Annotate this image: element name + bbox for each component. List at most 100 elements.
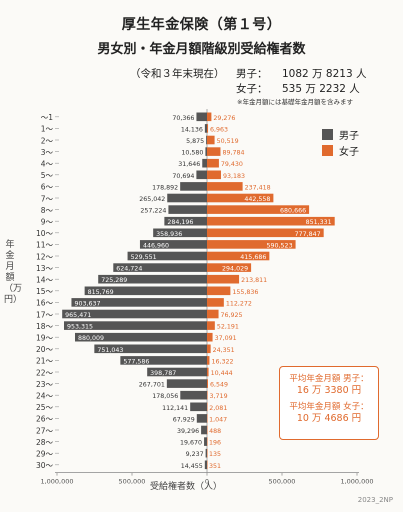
bar-female <box>207 112 212 122</box>
legend-item-female: 女子 <box>322 142 359 158</box>
bar-male <box>196 112 207 122</box>
data-label-female: 351 <box>209 463 221 470</box>
y-tick-label: 27～ <box>36 426 54 435</box>
data-label-female: 135 <box>209 451 221 458</box>
bar-female <box>207 356 210 365</box>
data-label-male: 815,769 <box>88 289 114 296</box>
bar-male <box>120 356 207 365</box>
y-tick-label: ～1 <box>41 113 53 122</box>
data-label-female: 50,519 <box>217 138 239 145</box>
data-label-female: 89,784 <box>222 150 244 157</box>
y-tick-label: 12～ <box>36 252 54 261</box>
y-tick-label: 30～ <box>36 461 54 470</box>
y-tick-label: 29～ <box>36 450 54 459</box>
data-label-male: 178,056 <box>152 393 178 400</box>
bar-male <box>139 240 207 249</box>
data-label-female: 16,322 <box>211 358 233 365</box>
bar-male <box>127 251 207 261</box>
legend-swatch-female <box>322 144 333 156</box>
data-label-female: 52,191 <box>217 324 239 331</box>
data-label-male: 529,551 <box>131 254 157 261</box>
y-tick-label: 25～ <box>36 403 54 412</box>
bar-male <box>62 309 207 319</box>
bar-female <box>207 414 208 423</box>
data-label-male: 284,196 <box>167 219 193 226</box>
bar-male <box>147 367 207 377</box>
bar-male <box>205 448 207 458</box>
y-axis-label: 年金月額（万円） <box>4 240 23 305</box>
bar-male <box>71 298 207 307</box>
bar-male <box>168 205 207 214</box>
y-tick-label: 14～ <box>36 276 54 285</box>
data-label-female: 237,418 <box>245 184 271 191</box>
data-label-female: 294,029 <box>222 266 248 273</box>
bar-female <box>207 274 240 284</box>
data-label-male: 70,694 <box>172 173 194 180</box>
data-label-male: 19,670 <box>180 440 202 447</box>
data-label-female: 196 <box>209 440 221 447</box>
legend: 男子 女子 <box>322 126 359 158</box>
y-tick-label: 28～ <box>36 438 54 447</box>
x-axis-label: 受給権者数（人） <box>150 482 223 492</box>
data-label-male: 965,471 <box>65 312 91 319</box>
data-label-male: 39,296 <box>177 428 199 435</box>
data-label-female: 24,351 <box>213 347 235 354</box>
data-label-female: 29,276 <box>213 115 235 122</box>
y-tick-label: 16～ <box>36 299 54 308</box>
data-label-male: 70,366 <box>172 115 194 122</box>
data-label-female: 777,847 <box>295 231 321 238</box>
data-label-male: 751,043 <box>97 347 123 354</box>
bar-male <box>205 147 207 156</box>
y-tick-label: 22～ <box>36 368 54 377</box>
male-total-value: 1082 万 8213 人 <box>282 68 367 80</box>
average-box: 平均年金月額 男子： 16 万 3380 円 平均年金月額 女子： 10 万 4… <box>279 366 379 440</box>
bar-female <box>207 425 208 435</box>
footnote: ※年金月額には基礎年金月額を含みます <box>237 98 353 106</box>
data-label-male: 14,455 <box>181 463 203 470</box>
data-label-male: 257,224 <box>140 208 166 215</box>
y-tick-label: 3～ <box>41 148 54 157</box>
data-label-male: 446,960 <box>143 242 169 249</box>
female-total-label: 女子： <box>236 83 268 95</box>
bar-male <box>113 263 207 272</box>
y-tick-label: 7～ <box>41 194 54 203</box>
y-tick-label: 26～ <box>36 415 54 424</box>
male-total-label: 男子： <box>236 68 268 80</box>
y-tick-label: 4～ <box>41 160 54 169</box>
bar-female <box>207 193 274 203</box>
bar-female <box>207 390 208 400</box>
data-label-female: 6,963 <box>210 126 228 133</box>
bar-female <box>207 286 231 296</box>
y-tick-label: 18～ <box>36 322 54 331</box>
bar-male <box>206 135 207 145</box>
x-tick-label: 1,000,000 <box>340 478 373 486</box>
bar-female <box>207 344 211 354</box>
y-tick-label: 8～ <box>41 206 54 215</box>
y-tick-label: 15～ <box>36 287 54 296</box>
bar-female <box>207 135 215 145</box>
y-tick-label: 21～ <box>36 357 54 366</box>
y-tick-label: 20～ <box>36 345 54 354</box>
data-label-female: 37,091 <box>215 335 237 342</box>
data-label-male: 5,875 <box>186 138 204 145</box>
data-label-male: 10,580 <box>181 150 203 157</box>
bar-male <box>98 274 207 284</box>
bar-male <box>164 216 207 226</box>
y-tick-label: 17～ <box>36 310 54 319</box>
bar-female <box>207 228 324 238</box>
data-label-male: 14,136 <box>181 126 203 133</box>
data-label-female: 851,331 <box>306 219 332 226</box>
bar-female <box>207 251 270 261</box>
bar-female <box>207 205 310 214</box>
bar-female <box>207 367 209 377</box>
x-tick-label: 1,000,000 <box>40 478 73 486</box>
bar-male <box>166 379 207 388</box>
bar-female <box>207 448 208 458</box>
data-label-female: 79,430 <box>221 161 243 168</box>
x-tick-label: 500,000 <box>269 478 296 486</box>
chart-title: 厚生年金保険（第１号） <box>121 17 282 33</box>
female-total-value: 535 万 2232 人 <box>282 83 360 95</box>
chart-subtitle: 男女別・年金月額階級別受給権者数 <box>97 42 306 57</box>
bar-female <box>207 437 208 446</box>
